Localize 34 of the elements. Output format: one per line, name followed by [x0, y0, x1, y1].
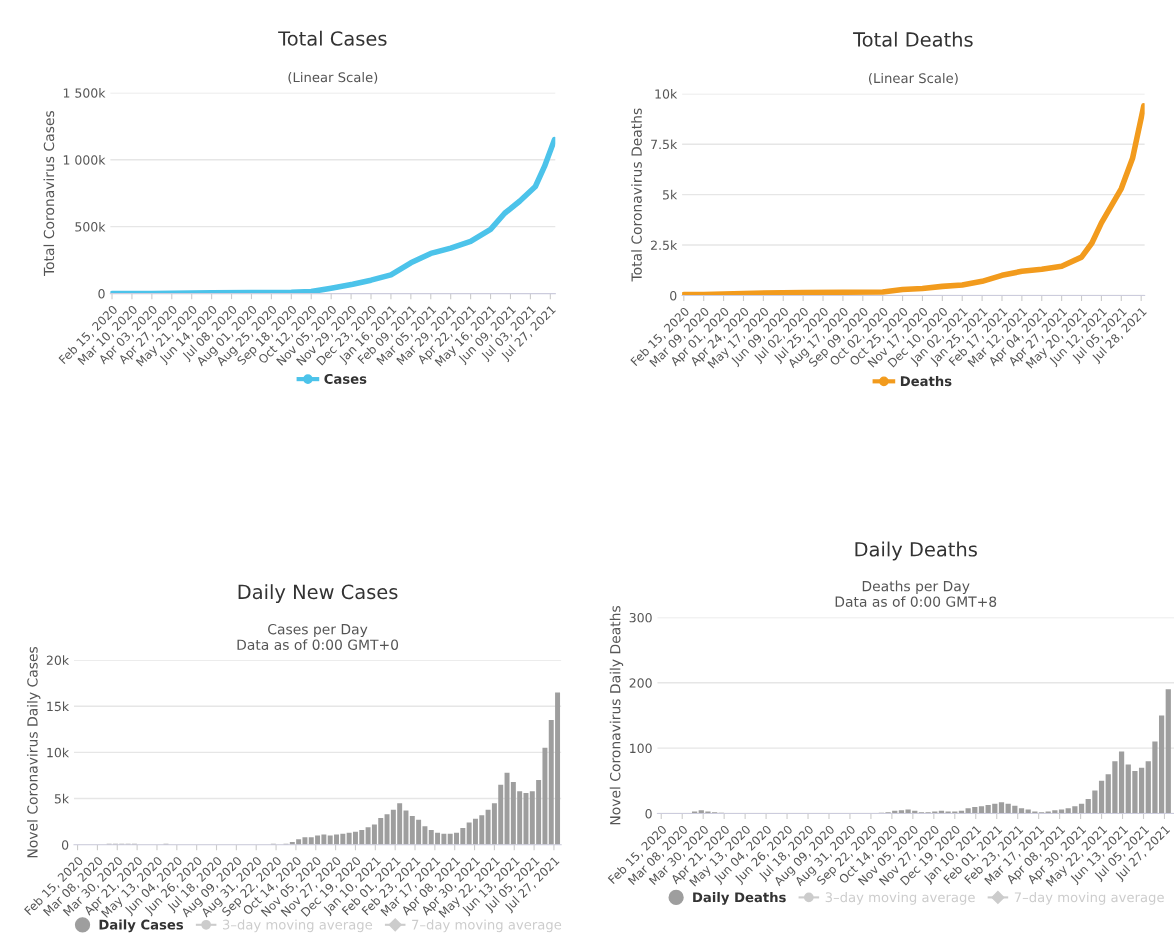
chart-subtitle: Cases per Day Data as of 0:00 GMT+0 — [237, 623, 399, 650]
y-tick-label: 5k — [54, 793, 70, 804]
y-tick-label: 500k — [75, 221, 106, 232]
chart-title: Daily Deaths — [855, 541, 977, 561]
y-axis-title: Total Coronavirus Cases — [43, 111, 55, 277]
legend-label: Daily Cases — [99, 919, 184, 933]
chart-subtitle: (Linear Scale) — [288, 72, 378, 84]
y-tick-label: 5k — [663, 189, 678, 200]
chart-title: Total Deaths — [853, 31, 973, 47]
legend-label: Deaths — [900, 375, 952, 387]
y-tick-label: 1 500k — [63, 88, 106, 98]
y-tick-label: 1 000k — [63, 154, 106, 165]
y-axis-title: Novel Coronavirus Daily Deaths — [609, 605, 624, 825]
y-tick-label: 20k — [46, 655, 70, 665]
y-tick-label: 0 — [98, 289, 105, 299]
y-tick-label: 200 — [629, 678, 652, 688]
y-tick-label: 15k — [47, 701, 70, 712]
chart-title: Total Cases — [278, 30, 387, 46]
y-tick-label: 0 — [61, 840, 69, 850]
y-tick-label: 0 — [645, 808, 652, 819]
y-tick-label: 10k — [47, 747, 70, 758]
chart-title: Daily New Cases — [238, 584, 398, 603]
y-tick-label: 7.5k — [651, 139, 678, 150]
legend-label: Daily Deaths — [693, 892, 786, 905]
y-tick-label: 300 — [629, 612, 652, 623]
y-tick-label: 0 — [670, 290, 677, 301]
y-axis-title: Novel Coronavirus Daily Cases — [26, 646, 41, 858]
y-tick-label: 10k — [655, 89, 678, 99]
y-tick-label: 2.5k — [651, 240, 678, 250]
chart-subtitle: (Linear Scale) — [869, 72, 958, 85]
y-tick-label: 100 — [630, 743, 652, 754]
chart-subtitle: Deaths per Day Data as of 0:00 GMT+8 — [835, 580, 997, 607]
legend-label: Cases — [324, 373, 367, 384]
y-axis-title: Total Coronavirus Deaths — [631, 108, 642, 282]
